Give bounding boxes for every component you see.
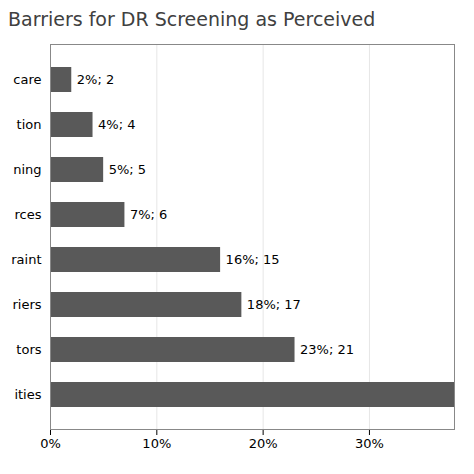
html-text:Barriers for DR Screening as P: Barriers for DR Screening as Perceived [8,8,376,30]
svg-text:care: care [13,72,41,87]
svg-text:rces: rces [15,207,42,222]
svg-text:2%; 2: 2%; 2 [77,72,114,87]
svg-text:riers: riers [12,297,41,312]
svg-text:5%; 5: 5%; 5 [109,162,146,177]
svg-text:0%: 0% [40,436,61,451]
svg-text:7%; 6: 7%; 6 [130,207,167,222]
svg-text:ning: ning [13,162,41,177]
svg-text:10%: 10% [142,436,171,451]
svg-text:16%; 15: 16%; 15 [226,252,280,267]
svg-text:20%: 20% [249,436,278,451]
svg-text:30%: 30% [355,436,384,451]
svg-text:raint: raint [11,252,41,267]
svg-text:ities: ities [14,387,41,402]
svg-text:23%; 21: 23%; 21 [300,342,354,357]
svg-text:4%; 4: 4%; 4 [98,117,135,132]
svg-text:tion: tion [17,117,42,132]
svg-text:18%; 17: 18%; 17 [247,297,301,312]
svg-text:tors: tors [16,342,41,357]
